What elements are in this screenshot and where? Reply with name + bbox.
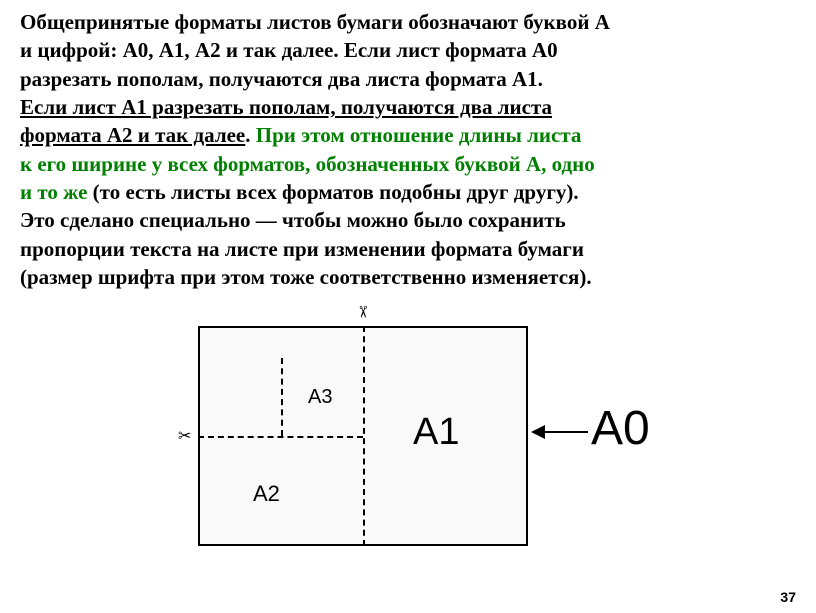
main-paragraph: Общепринятые форматы листов бумаги обозн… — [20, 8, 796, 291]
text-line-2: и цифрой: А0, А1, А2 и так далее. Если л… — [20, 38, 558, 62]
scissors-left-icon: ✂ — [178, 426, 191, 446]
vertical-cut-line — [363, 326, 365, 546]
text-line-1: Общепринятые форматы листов бумаги обозн… — [20, 10, 610, 34]
text-line-7-black: (то есть листы всех форматов подобны дру… — [93, 180, 579, 204]
text-line-4-underline: Если лист А1 разрезать пополам, получают… — [20, 95, 552, 119]
text-line-6-green: к его ширине у всех форматов, обозначенн… — [20, 152, 595, 176]
text-line-8: Это сделано специально — чтобы можно был… — [20, 208, 566, 232]
text-line-7-green: и то же — [20, 180, 93, 204]
scissors-top-icon: ✂ — [353, 306, 373, 319]
paper-format-diagram: ✂ ✂ А3 А2 А1 А0 — [138, 306, 678, 566]
page-number: 37 — [780, 589, 796, 605]
text-line-10: (размер шрифта при этом тоже соответстве… — [20, 265, 592, 289]
text-line-5-green: При этом отношение длины листа — [256, 123, 582, 147]
arrow-icon — [533, 431, 588, 433]
label-a1: А1 — [413, 411, 459, 454]
diagram-container: ✂ ✂ А3 А2 А1 А0 — [20, 306, 796, 566]
label-a2: А2 — [253, 481, 280, 507]
label-a0: А0 — [591, 401, 650, 456]
small-vertical-cut-line — [281, 358, 283, 436]
label-a3: А3 — [308, 386, 332, 409]
text-line-9: пропорции текста на листе при изменении … — [20, 237, 584, 261]
text-line-5-dot: . — [245, 123, 256, 147]
text-line-3: разрезать пополам, получаются два листа … — [20, 67, 543, 91]
horizontal-cut-line — [198, 436, 363, 438]
text-line-5-underline: формата А2 и так далее — [20, 123, 245, 147]
